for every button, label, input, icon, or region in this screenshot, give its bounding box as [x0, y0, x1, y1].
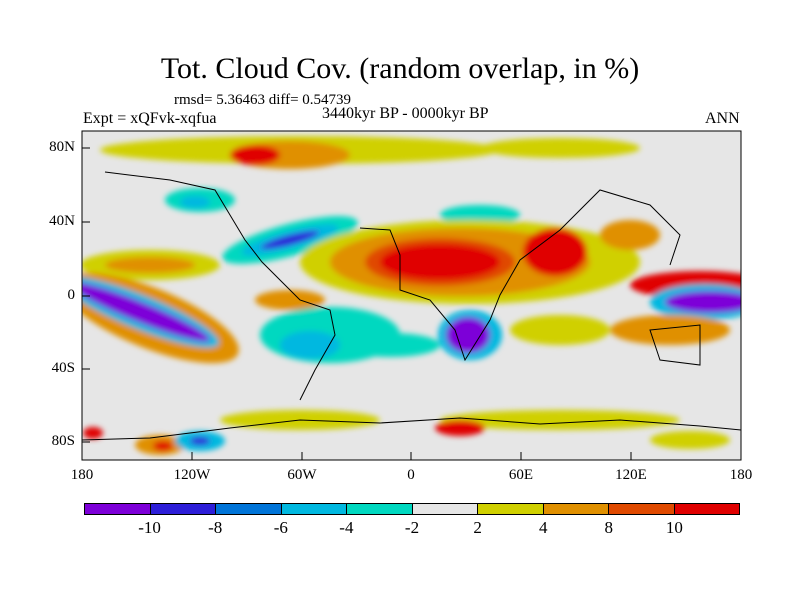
colorbar-label: -8: [208, 518, 223, 537]
lon-label: 120W: [173, 467, 211, 483]
colorbar-label: -2: [404, 518, 420, 537]
colorbar-swatch: [347, 504, 413, 514]
colorbar-label: 10: [665, 518, 683, 537]
contour-field: [82, 131, 741, 460]
axis-ticks: [81, 147, 742, 460]
colorbar-label: -4: [339, 518, 354, 537]
colorbar-label: 2: [473, 518, 482, 537]
season-label: ANN: [705, 110, 740, 127]
stats-text: rmsd= 5.36463 diff= 0.54739: [174, 92, 352, 108]
colorbar-swatch: [150, 504, 216, 514]
lat-label: 80N: [49, 139, 75, 155]
colorbar-swatch: [85, 504, 151, 514]
lat-label: 80S: [51, 433, 75, 449]
lat-label: 0: [67, 287, 76, 303]
colorbar-swatch: [478, 504, 544, 514]
colorbar-swatch: [216, 504, 282, 514]
colorbar-swatch: [412, 504, 478, 514]
colorbar: [84, 503, 740, 515]
experiment-label: Expt = xQFvk-xqfua: [83, 110, 217, 127]
lon-label: 60W: [287, 467, 317, 483]
plot-title: Tot. Cloud Cov. (random overlap, in %): [160, 52, 640, 85]
lat-label: 40N: [49, 213, 75, 229]
lon-label: 120E: [615, 467, 647, 483]
colorbar-swatch: [281, 504, 347, 514]
lat-label: 40S: [51, 360, 75, 376]
colorbar-swatch: [609, 504, 675, 514]
colorbar-swatch: [543, 504, 609, 514]
lon-label: 60E: [508, 467, 534, 483]
antarctic-coastline: [82, 417, 741, 441]
colorbar-label: -10: [138, 518, 161, 537]
lon-label: 180: [729, 467, 753, 483]
period-label: 3440kyr BP - 0000kyr BP: [322, 105, 489, 122]
colorbar-label: 8: [604, 518, 614, 537]
colorbar-swatch: [674, 504, 739, 514]
lon-label: 180: [70, 467, 94, 483]
colorbar-label: 4: [538, 518, 548, 537]
lon-label: 0: [407, 467, 415, 483]
colorbar-label: -6: [273, 518, 288, 537]
continent-coastlines: [104, 171, 701, 401]
